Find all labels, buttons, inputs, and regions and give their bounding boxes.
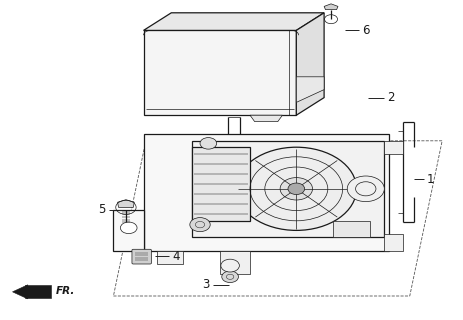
Text: 6: 6 — [362, 24, 369, 37]
Circle shape — [120, 222, 137, 234]
Circle shape — [280, 178, 313, 200]
Polygon shape — [144, 13, 324, 30]
Polygon shape — [220, 251, 250, 274]
Polygon shape — [296, 77, 324, 102]
Polygon shape — [157, 251, 183, 264]
Polygon shape — [192, 141, 384, 237]
Circle shape — [221, 259, 239, 272]
Polygon shape — [384, 234, 403, 251]
Text: 3: 3 — [202, 278, 209, 291]
Polygon shape — [144, 134, 389, 251]
FancyBboxPatch shape — [132, 249, 151, 264]
Polygon shape — [250, 115, 282, 122]
Polygon shape — [118, 200, 134, 207]
Circle shape — [288, 183, 305, 195]
Polygon shape — [13, 285, 28, 299]
Circle shape — [200, 138, 217, 149]
Circle shape — [190, 218, 210, 232]
Polygon shape — [296, 13, 324, 115]
Text: FR.: FR. — [56, 286, 75, 296]
Circle shape — [347, 176, 384, 202]
Polygon shape — [384, 141, 403, 154]
Polygon shape — [144, 30, 296, 115]
Polygon shape — [25, 285, 51, 298]
Polygon shape — [113, 210, 144, 251]
Circle shape — [236, 147, 357, 230]
Polygon shape — [324, 4, 338, 10]
Polygon shape — [333, 221, 370, 237]
Polygon shape — [192, 147, 250, 221]
Text: 1: 1 — [427, 173, 434, 186]
Text: 4: 4 — [172, 250, 180, 262]
Text: 2: 2 — [388, 91, 395, 104]
Circle shape — [222, 271, 238, 283]
Text: 5: 5 — [98, 203, 105, 216]
